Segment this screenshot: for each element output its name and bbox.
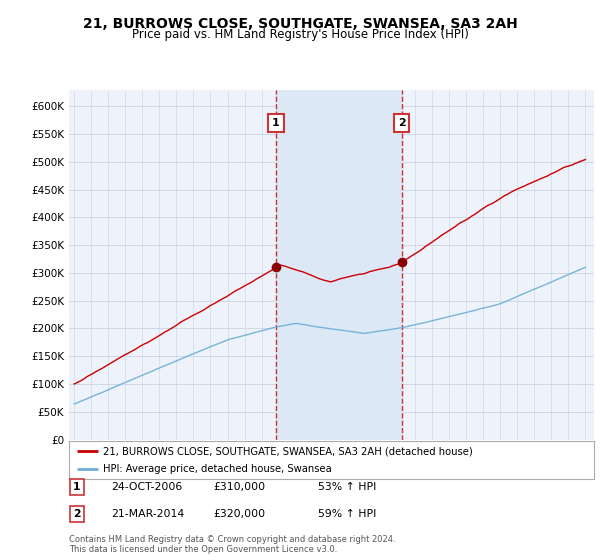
- Text: 21-MAR-2014: 21-MAR-2014: [111, 509, 184, 519]
- Text: 59% ↑ HPI: 59% ↑ HPI: [318, 509, 376, 519]
- Text: 24-OCT-2006: 24-OCT-2006: [111, 482, 182, 492]
- Text: 2: 2: [398, 118, 406, 128]
- Text: 1: 1: [73, 482, 80, 492]
- Text: 1: 1: [272, 118, 280, 128]
- Text: HPI: Average price, detached house, Swansea: HPI: Average price, detached house, Swan…: [103, 464, 332, 474]
- Text: 53% ↑ HPI: 53% ↑ HPI: [318, 482, 376, 492]
- Text: 21, BURROWS CLOSE, SOUTHGATE, SWANSEA, SA3 2AH (detached house): 21, BURROWS CLOSE, SOUTHGATE, SWANSEA, S…: [103, 446, 473, 456]
- Text: £310,000: £310,000: [213, 482, 265, 492]
- Text: Price paid vs. HM Land Registry's House Price Index (HPI): Price paid vs. HM Land Registry's House …: [131, 28, 469, 41]
- Bar: [276, 90, 402, 440]
- Text: 2: 2: [73, 509, 80, 519]
- Text: £320,000: £320,000: [213, 509, 265, 519]
- Text: 21, BURROWS CLOSE, SOUTHGATE, SWANSEA, SA3 2AH: 21, BURROWS CLOSE, SOUTHGATE, SWANSEA, S…: [83, 17, 517, 31]
- Text: Contains HM Land Registry data © Crown copyright and database right 2024.
This d: Contains HM Land Registry data © Crown c…: [69, 535, 395, 554]
